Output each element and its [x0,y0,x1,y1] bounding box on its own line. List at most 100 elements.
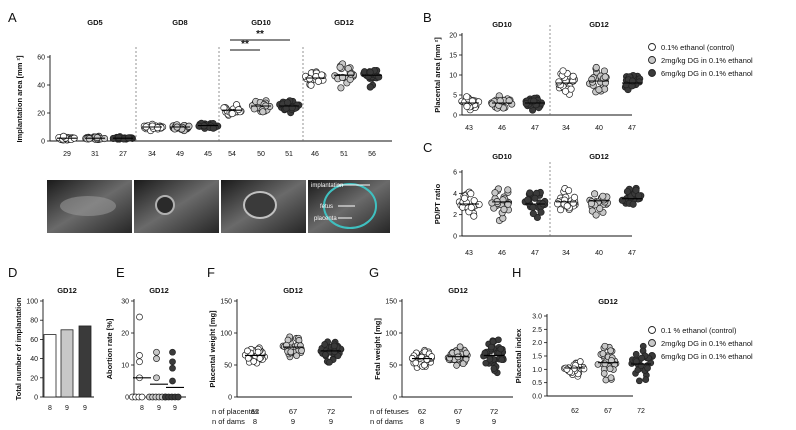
x-tick-label: 46 [498,125,506,132]
panel-title: GD12 [149,286,169,295]
ultrasound-label-placenta: placenta [314,216,337,222]
group-label: GD10 [492,152,512,161]
data-point [307,81,315,89]
y-tick-label: 20 [449,33,457,40]
ultrasound-blob-gd10 [243,191,277,219]
data-point [169,377,176,385]
y-tick-label: 100 [220,331,232,338]
data-point [467,190,475,198]
footer-g-row1-value: 9 [492,417,496,426]
data-point [642,376,650,383]
data-point [555,78,563,86]
x-tick-label: 29 [63,151,71,158]
footer-g-row0-value: 62 [418,407,426,416]
data-point [531,194,539,202]
bar [78,325,92,398]
panel-g-axes: 0 50 100 150 Fetal weight [mg] GD12 [373,286,513,402]
data-point [644,364,651,372]
y-tick-label: 4 [453,191,457,198]
ultrasound-label-fetus: fetus [320,204,333,210]
group-label: GD12 [589,20,609,29]
footer-f-row0-value: 72 [327,407,335,416]
y-tick-label: 15 [449,53,457,60]
y-axis-label: Placental index [514,328,523,383]
data-point [488,199,496,207]
x-tick-label: 8 [48,405,52,412]
x-tick-label: 50 [257,151,265,158]
data-point [228,110,236,118]
legend-top-label-control: 0.1% ethanol (control) [661,43,735,52]
data-point [337,84,345,92]
data-point [169,364,176,372]
y-tick-label: 0 [453,113,457,120]
group-label: GD5 [87,18,102,27]
y-axis-label: Abortion rate [%] [105,318,114,379]
y-tick-label: 150 [220,299,232,306]
x-tick-label: 47 [628,125,636,132]
data-point [498,356,506,364]
y-tick-label: 0 [228,395,232,402]
footer-g-row0-value: 72 [490,407,498,416]
footer-g-row0-value: 67 [454,407,462,416]
y-tick-label: 0 [125,395,129,402]
data-point [428,353,436,360]
bar [60,329,74,398]
y-tick-label: 50 [224,363,232,370]
panel-letter-a: A [8,10,17,25]
data-point [601,73,609,81]
y-tick-label: 0 [41,139,45,146]
x-tick-label: 72 [637,408,645,415]
ultrasound-image-gd8 [134,180,219,233]
x-tick-label: 9 [65,405,69,412]
y-tick-label: 50 [389,363,397,370]
data-point [459,360,467,368]
data-point [497,345,505,353]
data-point [318,71,326,79]
data-point [561,87,570,95]
data-point [488,100,496,108]
data-point [524,196,532,204]
legend-bottom-label-control: 0.1 % ethanol (control) [661,326,737,335]
data-point [423,356,431,363]
data-point [635,377,643,385]
footer-f: n of placentas 62 67 72 n of dams 8 9 9 [212,407,335,426]
data-point [490,365,498,372]
panel-letter-f: F [207,265,215,280]
data-point [287,348,295,356]
data-point [259,108,267,116]
y-tick-label: 0.0 [532,394,542,401]
data-point [467,203,475,212]
data-point [446,354,454,362]
data-point [136,313,143,321]
footer-f-row1-value: 9 [291,417,295,426]
y-tick-label: 5 [453,93,457,100]
footer-f-row0-value: 62 [251,407,259,416]
panel-letter-b: B [423,10,432,25]
data-point [93,134,101,142]
data-point [254,348,262,356]
data-point [526,189,534,197]
panel-e-axes: 0 10 20 30 Abortion rate [%] GD12 8 9 9 [105,286,186,412]
data-point [453,361,460,369]
legend-bottom-marker-dg2 [648,339,656,347]
data-point [412,359,420,367]
data-point [569,72,577,80]
data-point [326,358,333,366]
x-tick-label: 9 [173,405,177,412]
data-point [559,67,567,75]
data-point [563,202,571,210]
data-point [136,352,143,359]
x-tick-label: 45 [204,151,212,158]
data-point [338,73,347,81]
y-axis-label: PD/PT ratio [433,183,442,224]
y-tick-label: 2.0 [532,340,542,347]
x-tick-label: 27 [119,151,127,158]
x-tick-label: 67 [604,408,612,415]
x-tick-label: 9 [157,405,161,412]
data-point [576,358,584,365]
y-tick-label: 10 [449,73,457,80]
data-point [174,393,182,401]
data-point [632,358,640,365]
